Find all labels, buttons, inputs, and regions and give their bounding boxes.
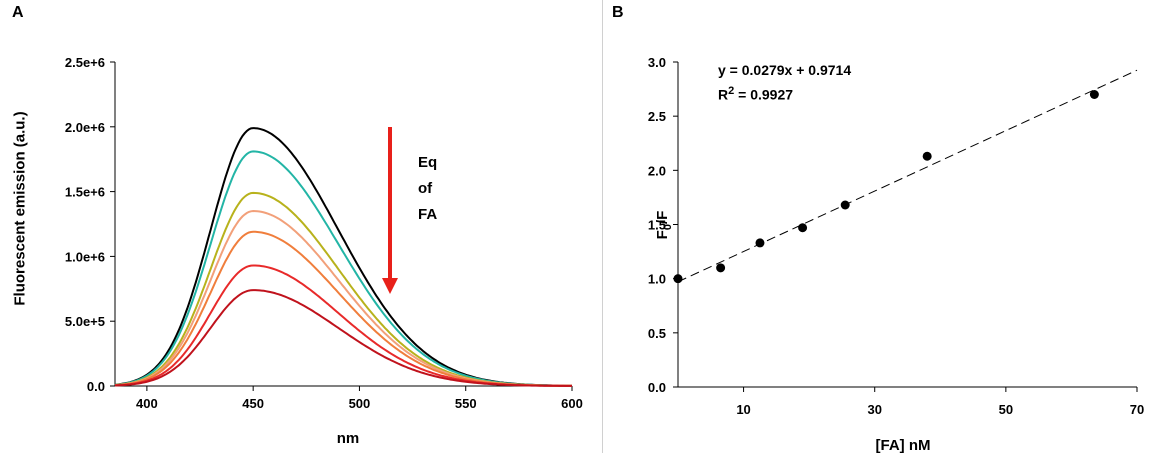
panel-divider xyxy=(602,0,603,453)
panel-b-y-tick-label: 2.5 xyxy=(648,109,666,124)
annotation-line-2: of xyxy=(418,180,433,197)
emission-series-line-7 xyxy=(114,289,572,387)
panel-a-x-axis-title: nm xyxy=(336,430,360,447)
panel-b-y-tick-label: 0.0 xyxy=(648,380,666,395)
annotation-line-3: FA xyxy=(418,206,438,223)
panel-a-y-tick-label: 0.0 xyxy=(87,379,105,394)
data-point xyxy=(798,223,808,233)
panel-a-y-tick-label: 1.5e+6 xyxy=(65,185,105,200)
data-point xyxy=(673,274,683,284)
annotation-arrow-head xyxy=(382,278,398,294)
data-point xyxy=(716,263,726,273)
panel-a-x-tick-label: 450 xyxy=(242,396,264,411)
panel-a-y-tick-label: 2.5e+6 xyxy=(65,55,105,70)
eq-of-fa-annotation: Eq of FA xyxy=(418,150,437,228)
panel-b-y-tick-label: 1.0 xyxy=(648,272,666,287)
data-point xyxy=(840,200,850,210)
fit-r-squared: R2 = 0.9927 xyxy=(718,85,793,103)
panel-b-letter: B xyxy=(612,4,624,21)
panel-a-x-tick-label: 500 xyxy=(349,396,371,411)
panel-a-y-tick-label: 2.0e+6 xyxy=(65,120,105,135)
emission-series-line-3 xyxy=(114,191,572,387)
r2-prefix: R xyxy=(718,86,729,103)
panel-b-x-axis-title: [FA] nM xyxy=(875,437,931,454)
r2-suffix: = 0.9927 xyxy=(734,86,794,103)
panel-a-y-tick-label: 1.0e+6 xyxy=(65,249,105,264)
panel-a-x-tick-label: 400 xyxy=(136,396,158,411)
panel-a-x-tick-label: 600 xyxy=(561,396,583,411)
panel-a-letter: A xyxy=(12,4,24,21)
emission-series-line-2 xyxy=(114,150,572,387)
panel-b-x-tick-label: 30 xyxy=(867,402,881,417)
panel-a-x-tick-label: 550 xyxy=(455,396,477,411)
data-point xyxy=(755,238,765,248)
panel-b-x-tick-label: 70 xyxy=(1130,402,1144,417)
data-point xyxy=(922,151,932,161)
panel-a-y-tick-label: 5.0e+5 xyxy=(65,314,105,329)
panel-b-y-tick-label: 2.0 xyxy=(648,163,666,178)
annotation-line-1: Eq xyxy=(418,154,438,171)
panel-b-y-tick-label: 1.5 xyxy=(648,218,666,233)
panel-b-y-tick-label: 0.5 xyxy=(648,326,666,341)
panel-b-x-tick-label: 10 xyxy=(736,402,750,417)
fit-equation: y = 0.0279x + 0.9714 xyxy=(718,62,852,78)
r2-exponent: 2 xyxy=(728,85,735,97)
panel-b-y-tick-label: 3.0 xyxy=(648,55,666,70)
panel-b-x-tick-label: 50 xyxy=(999,402,1013,417)
emission-series-line-5 xyxy=(114,230,572,387)
linear-fit-line xyxy=(677,69,1138,283)
data-point xyxy=(1089,90,1099,99)
